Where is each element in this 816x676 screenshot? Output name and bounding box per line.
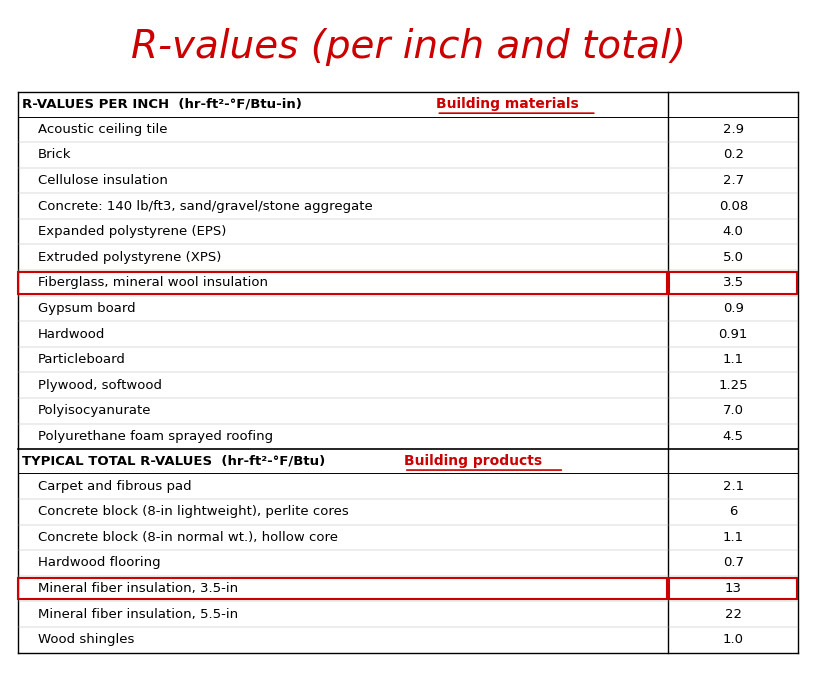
Text: Plywood, softwood: Plywood, softwood [38,379,162,391]
Text: Wood shingles: Wood shingles [38,633,135,646]
Text: R-values (per inch and total): R-values (per inch and total) [131,28,685,66]
Bar [19,272,667,293]
Text: 0.08: 0.08 [719,199,748,213]
Text: 6: 6 [730,506,738,518]
Bar [669,578,796,600]
Text: 4.5: 4.5 [723,430,744,443]
Text: 3.5: 3.5 [723,276,744,289]
Text: 0.9: 0.9 [723,302,743,315]
Text: R-VALUES PER INCH  (hr-ft²-°F/Btu-in): R-VALUES PER INCH (hr-ft²-°F/Btu-in) [22,98,302,111]
Text: Hardwood: Hardwood [38,328,105,341]
Text: Concrete block (8-in normal wt.), hollow core: Concrete block (8-in normal wt.), hollow… [38,531,338,544]
Text: 0.2: 0.2 [723,149,744,162]
Text: Concrete: 140 lb/ft3, sand/gravel/stone aggregate: Concrete: 140 lb/ft3, sand/gravel/stone … [38,199,373,213]
Text: 13: 13 [725,582,742,595]
Text: 0.91: 0.91 [719,328,748,341]
Text: Brick: Brick [38,149,72,162]
Bar [669,272,796,293]
Text: Carpet and fibrous pad: Carpet and fibrous pad [38,480,192,493]
Bar [19,578,667,600]
Text: Gypsum board: Gypsum board [38,302,135,315]
Text: Expanded polystyrene (EPS): Expanded polystyrene (EPS) [38,225,226,238]
Text: Cellulose insulation: Cellulose insulation [38,174,168,187]
Text: Acoustic ceiling tile: Acoustic ceiling tile [38,123,167,136]
Text: 5.0: 5.0 [723,251,744,264]
Text: Particleboard: Particleboard [38,353,126,366]
Text: 2.1: 2.1 [723,480,744,493]
Text: 4.0: 4.0 [723,225,743,238]
Text: Polyisocyanurate: Polyisocyanurate [38,404,152,417]
Text: Polyurethane foam sprayed roofing: Polyurethane foam sprayed roofing [38,430,273,443]
Text: 7.0: 7.0 [723,404,744,417]
Text: Mineral fiber insulation, 3.5-in: Mineral fiber insulation, 3.5-in [38,582,238,595]
Text: Hardwood flooring: Hardwood flooring [38,556,161,569]
Text: 0.7: 0.7 [723,556,744,569]
Text: Fiberglass, mineral wool insulation: Fiberglass, mineral wool insulation [38,276,268,289]
Text: 22: 22 [725,608,742,621]
Text: 1.0: 1.0 [723,633,744,646]
Text: Building materials: Building materials [437,97,579,112]
Text: 1.1: 1.1 [723,353,744,366]
Text: 1.25: 1.25 [718,379,748,391]
Text: Concrete block (8-in lightweight), perlite cores: Concrete block (8-in lightweight), perli… [38,506,348,518]
Text: Building products: Building products [404,454,542,468]
Text: TYPICAL TOTAL R-VALUES  (hr-ft²-°F/Btu): TYPICAL TOTAL R-VALUES (hr-ft²-°F/Btu) [22,455,325,468]
Text: 2.9: 2.9 [723,123,744,136]
Text: Extruded polystyrene (XPS): Extruded polystyrene (XPS) [38,251,221,264]
Text: 1.1: 1.1 [723,531,744,544]
Text: 2.7: 2.7 [723,174,744,187]
Text: Mineral fiber insulation, 5.5-in: Mineral fiber insulation, 5.5-in [38,608,238,621]
